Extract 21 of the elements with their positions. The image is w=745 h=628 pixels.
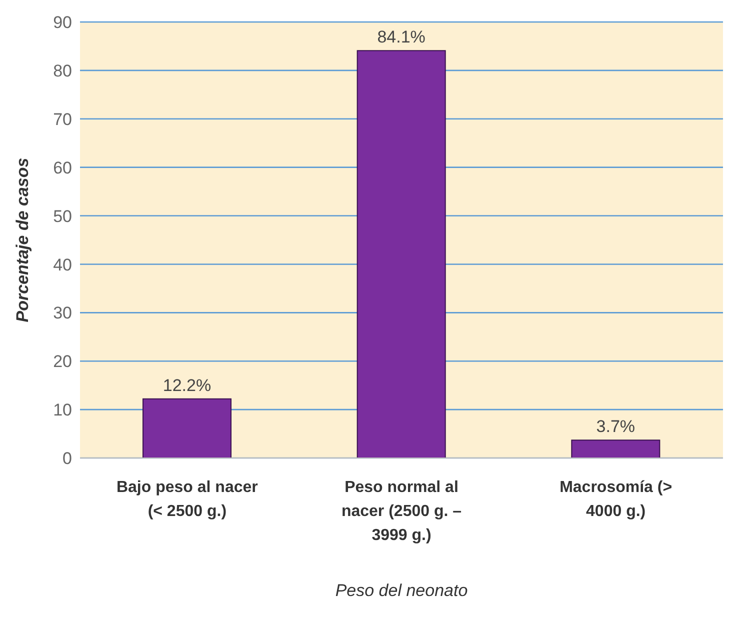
- x-axis-title: Peso del neonato: [335, 581, 468, 600]
- y-tick-label: 70: [53, 110, 72, 129]
- bar: [356, 50, 446, 458]
- y-tick-label: 10: [53, 400, 72, 420]
- y-tick-label: 0: [62, 449, 72, 468]
- y-tick-label: 80: [53, 61, 72, 80]
- data-label: 12.2%: [162, 376, 212, 395]
- y-tick-label: 60: [53, 158, 72, 178]
- bar: [142, 398, 232, 458]
- bar: [571, 440, 660, 458]
- x-tick-label: Bajo peso al nacer (< 2500 g.): [116, 479, 258, 520]
- x-tick-label: Peso normal al nacer (2500 g. – 3999 g.): [341, 479, 462, 544]
- x-tick-label: Macrosomía (> 4000 g.): [560, 479, 672, 520]
- y-axis-title: Porcentaje de casos: [13, 158, 32, 322]
- y-tick-label: 30: [53, 304, 72, 323]
- data-label: 84.1%: [377, 28, 426, 47]
- y-tick-label: 50: [53, 206, 72, 226]
- y-tick-label: 90: [53, 13, 72, 32]
- y-tick-label: 20: [53, 352, 72, 372]
- data-label: 3.7%: [596, 417, 636, 436]
- y-tick-label: 40: [53, 255, 72, 274]
